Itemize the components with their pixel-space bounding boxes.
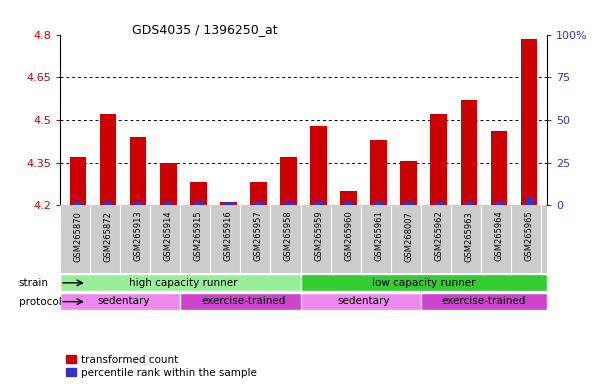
Bar — [460, 100, 477, 205]
Text: strain: strain — [19, 278, 49, 288]
Bar — [160, 162, 177, 205]
Bar — [400, 161, 417, 205]
Text: exercise-trained: exercise-trained — [442, 296, 526, 306]
Bar — [344, 202, 353, 205]
Bar — [490, 131, 507, 205]
Legend: transformed count, percentile rank within the sample: transformed count, percentile rank withi… — [66, 354, 258, 379]
Text: GSM265965: GSM265965 — [525, 211, 533, 262]
Bar — [300, 275, 547, 291]
Bar — [300, 293, 427, 310]
Bar — [280, 157, 297, 205]
Bar — [104, 202, 112, 205]
Bar — [194, 202, 203, 205]
Text: GSM265959: GSM265959 — [314, 211, 323, 262]
Bar — [130, 137, 147, 205]
Text: GSM265914: GSM265914 — [164, 211, 172, 262]
Bar — [340, 191, 357, 205]
Bar — [190, 182, 207, 205]
Bar — [100, 114, 117, 205]
Bar — [74, 202, 82, 205]
Text: GDS4035 / 1396250_at: GDS4035 / 1396250_at — [132, 23, 278, 36]
Text: GSM265916: GSM265916 — [224, 211, 233, 262]
Bar — [495, 202, 503, 205]
Bar — [430, 114, 447, 205]
Text: GSM265963: GSM265963 — [465, 211, 473, 262]
Bar — [134, 202, 142, 205]
Bar — [70, 157, 87, 205]
Text: sedentary: sedentary — [337, 296, 390, 306]
Bar — [465, 202, 473, 205]
Bar — [314, 202, 323, 205]
Text: GSM265872: GSM265872 — [104, 211, 112, 262]
Bar — [60, 293, 186, 310]
Bar — [180, 293, 307, 310]
Bar — [60, 275, 307, 291]
Bar — [421, 293, 547, 310]
Bar — [310, 126, 327, 205]
Bar — [404, 202, 413, 205]
Text: high capacity runner: high capacity runner — [129, 278, 237, 288]
Bar — [224, 202, 233, 205]
Bar — [374, 202, 383, 205]
Text: GSM265913: GSM265913 — [134, 211, 142, 262]
Bar — [370, 140, 387, 205]
Text: GSM265958: GSM265958 — [284, 211, 293, 262]
Bar — [435, 202, 443, 205]
Bar — [164, 202, 172, 205]
Bar — [220, 202, 237, 205]
Text: GSM265915: GSM265915 — [194, 211, 203, 262]
Text: GSM265961: GSM265961 — [374, 211, 383, 262]
Text: GSM265962: GSM265962 — [435, 211, 443, 262]
Text: low capacity runner: low capacity runner — [372, 278, 475, 288]
Bar — [284, 202, 293, 205]
Bar — [250, 182, 267, 205]
Bar — [520, 39, 537, 205]
Text: exercise-trained: exercise-trained — [201, 296, 285, 306]
Text: GSM265957: GSM265957 — [254, 211, 263, 262]
Bar — [525, 197, 533, 205]
Text: GSM265964: GSM265964 — [495, 211, 503, 262]
Text: GSM268007: GSM268007 — [404, 211, 413, 262]
Text: protocol: protocol — [19, 297, 61, 307]
Bar — [254, 202, 263, 205]
Text: sedentary: sedentary — [97, 296, 150, 306]
Text: GSM265960: GSM265960 — [344, 211, 353, 262]
Text: GSM265870: GSM265870 — [74, 211, 82, 262]
